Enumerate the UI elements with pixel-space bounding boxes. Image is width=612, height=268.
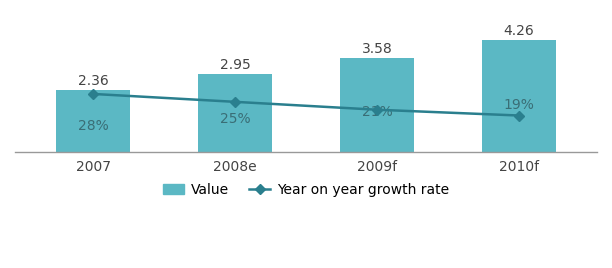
Text: 28%: 28%: [78, 119, 108, 133]
Text: 21%: 21%: [362, 105, 392, 119]
Text: 2.95: 2.95: [220, 58, 250, 72]
Legend: Value, Year on year growth rate: Value, Year on year growth rate: [157, 177, 455, 202]
Text: 2.36: 2.36: [78, 74, 108, 88]
Bar: [198, 74, 272, 152]
Text: 4.26: 4.26: [504, 24, 534, 38]
Text: 19%: 19%: [504, 98, 534, 112]
Bar: [340, 58, 414, 152]
Bar: [482, 40, 556, 152]
Text: 25%: 25%: [220, 112, 250, 126]
Text: 3.58: 3.58: [362, 42, 392, 56]
Bar: [56, 90, 130, 152]
